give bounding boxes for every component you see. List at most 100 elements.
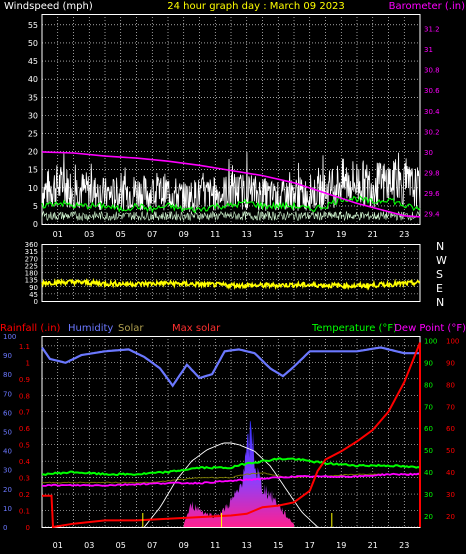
direction-label-w: W xyxy=(436,254,447,267)
rain-tick-0: 0 xyxy=(26,524,30,532)
wind-average-line xyxy=(41,195,421,214)
wind-xtick-21: 21 xyxy=(368,230,378,239)
temperature-tick-70: 70 xyxy=(424,403,433,411)
wind-tick-5: 5 xyxy=(33,202,38,211)
dewpoint-tick-50: 50 xyxy=(446,447,455,455)
windspeed-axis-title: Windspeed (mph) xyxy=(4,1,93,12)
barometer-tick-29-8: 29.8 xyxy=(424,170,440,178)
bottom-xtick-23: 23 xyxy=(399,541,409,550)
direction-tick-90: 90 xyxy=(29,284,38,292)
humidity-tick-10: 10 xyxy=(3,505,12,513)
max-solar-line xyxy=(144,442,318,528)
bottom-xtick-19: 19 xyxy=(336,541,346,550)
rain-tick-0-5: 0.5 xyxy=(19,442,30,450)
wind-tick-55: 55 xyxy=(28,21,38,30)
barometer-tick-30-4: 30.4 xyxy=(424,108,440,116)
bottom-xtick-03: 03 xyxy=(84,541,94,550)
wind-xtick-17: 17 xyxy=(305,230,315,239)
bottom-xtick-21: 21 xyxy=(368,541,378,550)
rainfall-axis-title: Rainfall (.in) xyxy=(0,323,61,334)
bottom-xtick-07: 07 xyxy=(147,541,157,550)
bottom-xtick-17: 17 xyxy=(305,541,315,550)
bottom-xtick-09: 09 xyxy=(179,541,189,550)
humidity-tick-60: 60 xyxy=(3,409,12,417)
temperature-tick-90: 90 xyxy=(424,359,433,367)
bottom-xtick-15: 15 xyxy=(273,541,283,550)
barometer-tick-30-8: 30.8 xyxy=(424,67,440,75)
bottom-xtick-11: 11 xyxy=(210,541,220,550)
max-solar-legend-title: Max solar xyxy=(172,323,221,334)
temperature-tick-80: 80 xyxy=(424,381,433,389)
direction-tick-270: 270 xyxy=(25,255,38,263)
wind-tick-30: 30 xyxy=(28,111,38,120)
wind-tick-10: 10 xyxy=(28,184,38,193)
rain-tick-0-3: 0.3 xyxy=(19,475,30,483)
wind-tick-25: 25 xyxy=(28,129,38,138)
wind-tick-45: 45 xyxy=(28,57,38,66)
humidity-tick-70: 70 xyxy=(3,390,12,398)
direction-label-n-bottom: N xyxy=(436,296,444,309)
wind-xtick-23: 23 xyxy=(399,230,409,239)
direction-tick-135: 135 xyxy=(25,277,38,285)
humidity-tick-100: 100 xyxy=(3,333,16,341)
chart-title: 24 hour graph day : March 09 2023 xyxy=(167,1,345,12)
temperature-axis-title: Temperature (°F) xyxy=(311,323,397,334)
wind-xtick-11: 11 xyxy=(210,230,220,239)
humidity-tick-0: 0 xyxy=(3,524,7,532)
humidity-line xyxy=(41,346,420,388)
wind-xtick-09: 09 xyxy=(179,230,189,239)
direction-tick-315: 315 xyxy=(25,248,38,256)
bottom-xtick-13: 13 xyxy=(242,541,252,550)
wind-min-line xyxy=(41,210,421,222)
rain-tick-0-6: 0.6 xyxy=(19,425,31,433)
wind-xtick-01: 01 xyxy=(53,230,63,239)
barometer-line xyxy=(41,151,421,218)
rain-tick-1: 1 xyxy=(26,359,30,367)
temperature-tick-60: 60 xyxy=(424,425,433,433)
bottom-xtick-01: 01 xyxy=(53,541,63,550)
rain-tick-0-8: 0.8 xyxy=(19,392,30,400)
dewpoint-tick-70: 70 xyxy=(446,403,455,411)
humidity-tick-80: 80 xyxy=(3,371,12,379)
barometer-tick-30-2: 30.2 xyxy=(424,128,440,136)
direction-tick-180: 180 xyxy=(25,270,38,278)
direction-tick-45: 45 xyxy=(29,291,38,299)
barometer-tick-30-6: 30.6 xyxy=(424,87,440,95)
humidity-tick-50: 50 xyxy=(3,429,12,437)
direction-tick-0: 0 xyxy=(34,298,38,306)
humidity-tick-30: 30 xyxy=(3,467,12,475)
temperature-tick-40: 40 xyxy=(424,469,433,477)
direction-label-s: S xyxy=(436,268,443,281)
barometer-tick-31-2: 31.2 xyxy=(424,25,440,33)
temperature-tick-20: 20 xyxy=(424,513,433,521)
barometer-tick-31: 31 xyxy=(424,46,433,54)
wind-tick-0: 0 xyxy=(33,220,38,229)
wind-tick-15: 15 xyxy=(28,166,38,175)
temperature-tick-30: 30 xyxy=(424,491,433,499)
humidity-axis-title: Humidity xyxy=(68,323,113,334)
barometer-tick-29-4: 29.4 xyxy=(424,211,440,219)
wind-tick-35: 35 xyxy=(28,93,38,102)
wind-xtick-15: 15 xyxy=(273,230,283,239)
temperature-tick-50: 50 xyxy=(424,447,433,455)
humidity-tick-20: 20 xyxy=(3,486,12,494)
wind-xtick-03: 03 xyxy=(84,230,94,239)
rain-tick-0-4: 0.4 xyxy=(19,458,31,466)
wind-xtick-07: 07 xyxy=(147,230,157,239)
bottom-xtick-05: 05 xyxy=(116,541,126,550)
solar-line xyxy=(41,472,421,484)
barometer-axis-title: Barometer (.in) xyxy=(389,1,465,12)
dewpoint-tick-60: 60 xyxy=(446,425,455,433)
barometer-tick-30: 30 xyxy=(424,149,433,157)
rainfall-line xyxy=(42,342,421,529)
wind-tick-20: 20 xyxy=(28,148,38,157)
direction-label-n-top: N xyxy=(436,240,444,253)
wind-direction-line xyxy=(41,277,421,291)
temperature-line xyxy=(41,457,421,477)
dewpoint-axis-title: Dew Point (°F) xyxy=(394,323,466,334)
rain-tick-1-1: 1.1 xyxy=(19,343,30,351)
dewpoint-tick-30: 30 xyxy=(446,491,455,499)
wind-xtick-19: 19 xyxy=(336,230,346,239)
rain-tick-0-9: 0.9 xyxy=(19,376,30,384)
